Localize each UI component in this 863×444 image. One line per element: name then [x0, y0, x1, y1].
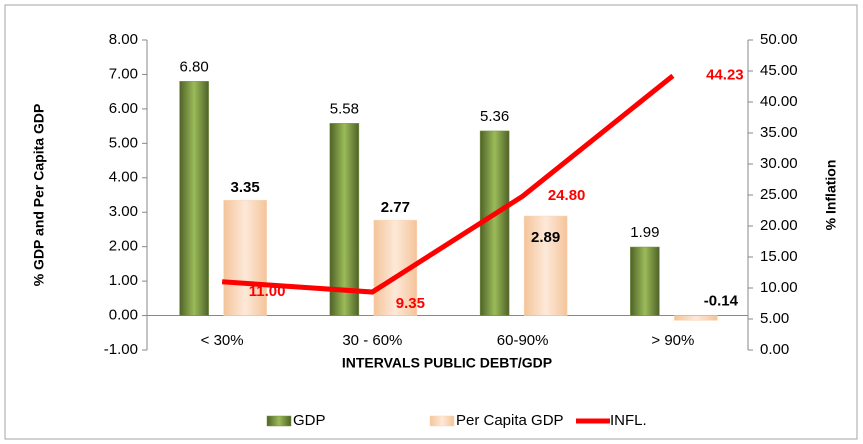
y2-tick-label: 0.00 — [760, 341, 789, 358]
bar — [523, 215, 568, 316]
y2-tick-label: 50.00 — [760, 31, 798, 48]
y-tick-label: 0.00 — [109, 307, 138, 324]
y2-tick-label: 35.00 — [760, 124, 798, 141]
data-label: 9.35 — [396, 295, 425, 312]
y-tick-label: 4.00 — [109, 169, 138, 186]
line — [221, 73, 675, 295]
y2-tick-label: 10.00 — [760, 279, 798, 296]
bar — [223, 199, 267, 316]
y-tick-label: 1.00 — [109, 272, 138, 289]
x-tick-label: > 90% — [651, 332, 694, 349]
y2-tick-label: 45.00 — [760, 62, 798, 79]
legend-label: GDP — [293, 412, 326, 429]
data-label: 24.80 — [548, 187, 586, 204]
x-tick-label: < 30% — [201, 332, 244, 349]
data-label: 44.23 — [706, 67, 744, 84]
x-axis-title: INTERVALS PUBLIC DEBT/GDP — [342, 355, 552, 371]
bar — [329, 123, 360, 316]
data-label: 5.36 — [480, 108, 509, 125]
legend-label: INFL. — [610, 412, 647, 429]
data-label: 5.58 — [330, 100, 359, 117]
x-tick-label: 30 - 60% — [342, 332, 402, 349]
y2-axis-title: % Inflation — [823, 160, 839, 231]
data-label: 2.77 — [381, 199, 410, 216]
bar — [179, 81, 209, 316]
y-tick-label: -1.00 — [104, 341, 138, 358]
data-label: 6.80 — [180, 58, 209, 75]
y2-tick-label: 5.00 — [760, 310, 789, 327]
data-label: 1.99 — [630, 224, 659, 241]
y2-tick-label: 30.00 — [760, 155, 798, 172]
y2-tick-label: 40.00 — [760, 93, 798, 110]
y-axis-title: % GDP and Per Capita GDP — [31, 104, 47, 287]
y2-tick-label: 20.00 — [760, 217, 798, 234]
data-label: 3.35 — [231, 179, 260, 196]
bar — [630, 246, 660, 316]
legend-label: Per Capita GDP — [456, 412, 564, 429]
y-tick-label: 3.00 — [109, 203, 138, 220]
y-tick-label: 8.00 — [109, 31, 138, 48]
y-tick-label: 2.00 — [109, 238, 138, 255]
x-tick-label: 60-90% — [497, 332, 549, 349]
y-tick-label: 5.00 — [109, 134, 138, 151]
legend-swatch — [429, 415, 455, 427]
y-tick-label: 7.00 — [109, 65, 138, 82]
y2-tick-label: 25.00 — [760, 186, 798, 203]
legend-swatch — [266, 415, 292, 427]
data-label: 11.00 — [249, 283, 286, 300]
y2-tick-label: 15.00 — [760, 248, 798, 265]
data-label: -0.14 — [704, 293, 739, 310]
bar — [674, 315, 718, 321]
data-label: 2.89 — [531, 229, 560, 246]
y-tick-label: 6.00 — [109, 100, 138, 117]
bar — [479, 130, 510, 316]
